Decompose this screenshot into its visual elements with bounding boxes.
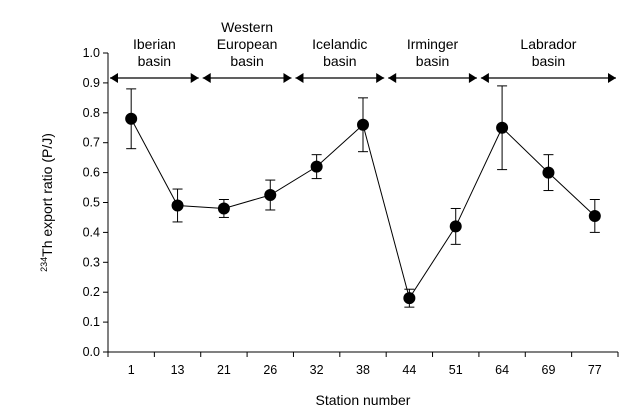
region-label: Labrador: [520, 36, 576, 52]
data-point: [588, 209, 601, 222]
data-point: [310, 160, 323, 173]
region-label: basin: [230, 53, 263, 69]
data-point: [496, 121, 509, 134]
y-axis-title: 234Th export ratio (P/J): [39, 133, 55, 272]
region-label: Western: [221, 19, 273, 35]
region-label: European: [217, 36, 278, 52]
region-arrow-head-left: [110, 73, 118, 83]
y-tick-label: 0.9: [83, 76, 100, 90]
x-tick-label: 1: [128, 363, 135, 377]
x-tick-label: 13: [171, 363, 185, 377]
region-label: basin: [323, 53, 356, 69]
x-axis-title: Station number: [316, 392, 411, 408]
y-tick-label: 0.8: [83, 106, 100, 120]
y-axis-ticks: 0.0 0.1 0.2 0.3 0.4 0.5 0.6 0.7 0.8 0.9 1.0: [83, 46, 108, 359]
region-label: Irminger: [407, 36, 459, 52]
y-tick-label: 0.4: [83, 225, 100, 239]
region-arrow-head-right: [283, 73, 292, 83]
y-tick-label: 0.6: [83, 166, 100, 180]
region-label: Iberian: [133, 36, 176, 52]
region-label: basin: [138, 53, 171, 69]
x-tick-label: 69: [542, 363, 556, 377]
region-arrow-head-left: [295, 73, 304, 83]
region-arrow-head-left: [202, 73, 211, 83]
data-point: [217, 202, 230, 215]
y-tick-label: 1.0: [83, 46, 100, 60]
y-tick-label: 0.2: [83, 285, 100, 299]
x-tick-label: 26: [263, 363, 277, 377]
region-arrow-head-left: [480, 73, 489, 83]
data-point: [357, 118, 369, 131]
region-arrow-head-right: [190, 73, 199, 83]
y-axis-title-text: Th export ratio (P/J): [39, 133, 55, 257]
data-point: [449, 220, 462, 233]
data-point: [171, 199, 184, 212]
y-tick-label: 0.0: [83, 345, 100, 359]
y-axis-title-superscript: 234: [39, 257, 49, 272]
y-tick-label: 0.5: [83, 196, 100, 210]
x-axis-ticks: 1 13 21 26 32 38 44 51 64 69 77: [107, 352, 619, 377]
data-series: [125, 85, 601, 308]
x-tick-label: 21: [217, 363, 231, 377]
y-tick-label: 0.7: [83, 136, 100, 150]
region-label: basin: [532, 53, 565, 69]
region-arrow-head-left: [388, 73, 397, 83]
y-tick-label: 0.3: [83, 255, 100, 269]
basin-annotations: IberianbasinWesternEuropeanbasinIcelandi…: [110, 19, 616, 83]
data-point: [403, 292, 416, 305]
data-point: [264, 189, 277, 202]
data-point: [542, 166, 555, 179]
x-tick-label: 51: [449, 363, 463, 377]
x-tick-label: 32: [310, 363, 324, 377]
region-label: Icelandic: [312, 36, 367, 52]
region-arrow-head-right: [468, 73, 477, 83]
x-tick-label: 44: [402, 363, 416, 377]
y-tick-label: 0.1: [83, 315, 100, 329]
region-arrow-head-right: [608, 73, 616, 83]
x-tick-label: 64: [495, 363, 509, 377]
region-label: basin: [416, 53, 449, 69]
region-arrow-head-right: [376, 73, 385, 83]
data-point: [125, 112, 138, 125]
x-tick-label: 77: [588, 363, 602, 377]
x-tick-label: 38: [356, 363, 370, 377]
